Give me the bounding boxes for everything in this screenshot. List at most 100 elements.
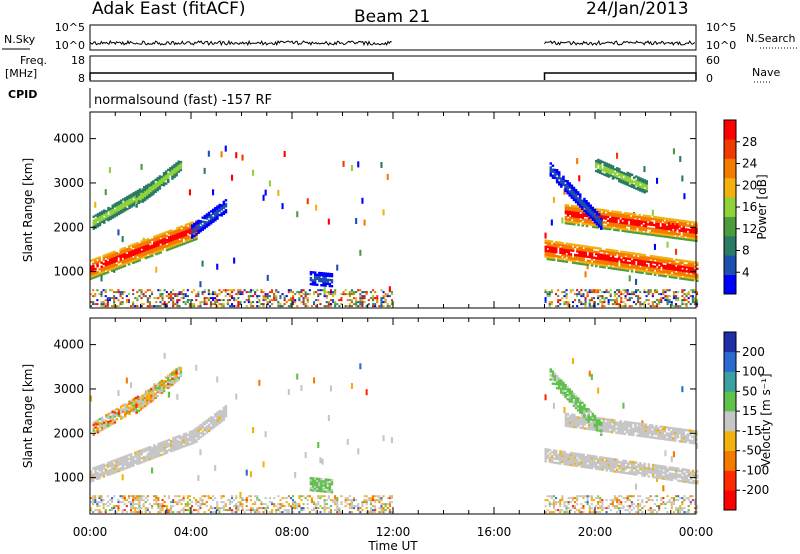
data-cell (336, 503, 339, 506)
data-cell (175, 164, 178, 167)
data-cell (645, 180, 648, 183)
data-cell (158, 391, 162, 394)
data-cell (188, 432, 192, 436)
data-cell (184, 434, 188, 437)
data-cell (113, 305, 116, 308)
data-cell (365, 293, 368, 296)
data-cell (555, 247, 558, 250)
data-cell (141, 198, 145, 201)
data-cell (289, 303, 292, 306)
data-cell (637, 271, 640, 274)
data-cell (216, 376, 219, 383)
data-cell (328, 282, 332, 286)
data-cell (667, 235, 671, 239)
data-cell (201, 260, 204, 267)
data-cell (108, 262, 112, 265)
data-cell (163, 243, 167, 247)
data-cell (148, 189, 151, 192)
data-cell (597, 158, 600, 162)
data-cell (172, 447, 175, 450)
data-cell (675, 262, 678, 265)
data-cell (344, 305, 347, 308)
data-cell (109, 411, 112, 415)
data-cell (94, 269, 97, 273)
data-cell (94, 422, 98, 425)
data-cell (102, 268, 106, 272)
data-cell (597, 295, 600, 298)
data-cell (675, 291, 678, 294)
data-cell (294, 299, 297, 302)
data-cell (294, 301, 297, 304)
data-cell (123, 457, 127, 460)
data-cell (216, 211, 219, 214)
data-cell (256, 509, 259, 512)
data-cell (546, 293, 549, 296)
data-cell (632, 260, 636, 263)
data-cell (100, 497, 103, 500)
data-cell (632, 262, 636, 265)
data-cell (115, 204, 119, 207)
data-cell (104, 470, 108, 473)
data-cell (672, 232, 675, 235)
data-cell (163, 289, 166, 292)
data-cell (604, 213, 608, 216)
data-cell (218, 299, 221, 302)
data-cell (298, 293, 301, 296)
data-cell (664, 271, 667, 274)
data-cell (165, 441, 169, 444)
nave-label: Nave (752, 66, 780, 79)
data-cell (689, 266, 693, 270)
data-cell (367, 511, 370, 514)
data-cell (557, 509, 560, 512)
data-cell (136, 456, 139, 460)
data-cell (565, 248, 568, 251)
data-cell (580, 250, 583, 254)
data-cell (595, 161, 598, 165)
data-cell (589, 221, 593, 224)
data-cell (672, 293, 675, 296)
data-cell (675, 297, 678, 300)
data-cell (148, 183, 151, 186)
data-cell (657, 228, 660, 231)
data-cell (587, 221, 591, 224)
data-cell (302, 289, 305, 292)
data-cell (90, 277, 93, 280)
data-cell (346, 293, 349, 296)
data-cell (608, 224, 612, 227)
data-cell (127, 501, 130, 504)
data-cell (618, 258, 621, 261)
data-cell (302, 507, 305, 510)
data-cell (115, 206, 119, 209)
data-cell (140, 495, 143, 498)
data-cell (266, 507, 269, 510)
data-cell (162, 382, 166, 385)
data-cell (153, 239, 156, 243)
data-cell (683, 297, 686, 300)
data-cell (620, 507, 623, 510)
data-cell (574, 497, 577, 500)
data-cell (658, 258, 661, 261)
data-cell (275, 299, 278, 302)
data-cell (597, 495, 600, 498)
data-cell (148, 391, 151, 394)
data-cell (670, 265, 674, 269)
data-cell (106, 465, 110, 469)
data-cell (386, 305, 389, 308)
data-cell (134, 297, 137, 300)
data-cell (245, 505, 248, 508)
data-cell (627, 224, 631, 227)
data-cell (635, 268, 638, 272)
data-cell (559, 499, 562, 502)
data-cell (669, 236, 673, 239)
data-cell (653, 217, 656, 221)
data-cell (277, 301, 280, 304)
data-cell (287, 389, 290, 395)
data-cell (127, 257, 131, 260)
data-cell (247, 299, 250, 302)
data-cell (682, 235, 685, 239)
data-cell (597, 511, 600, 514)
data-cell (320, 272, 323, 275)
data-cell (304, 305, 307, 308)
data-cell (674, 220, 677, 224)
data-cell (334, 289, 337, 292)
